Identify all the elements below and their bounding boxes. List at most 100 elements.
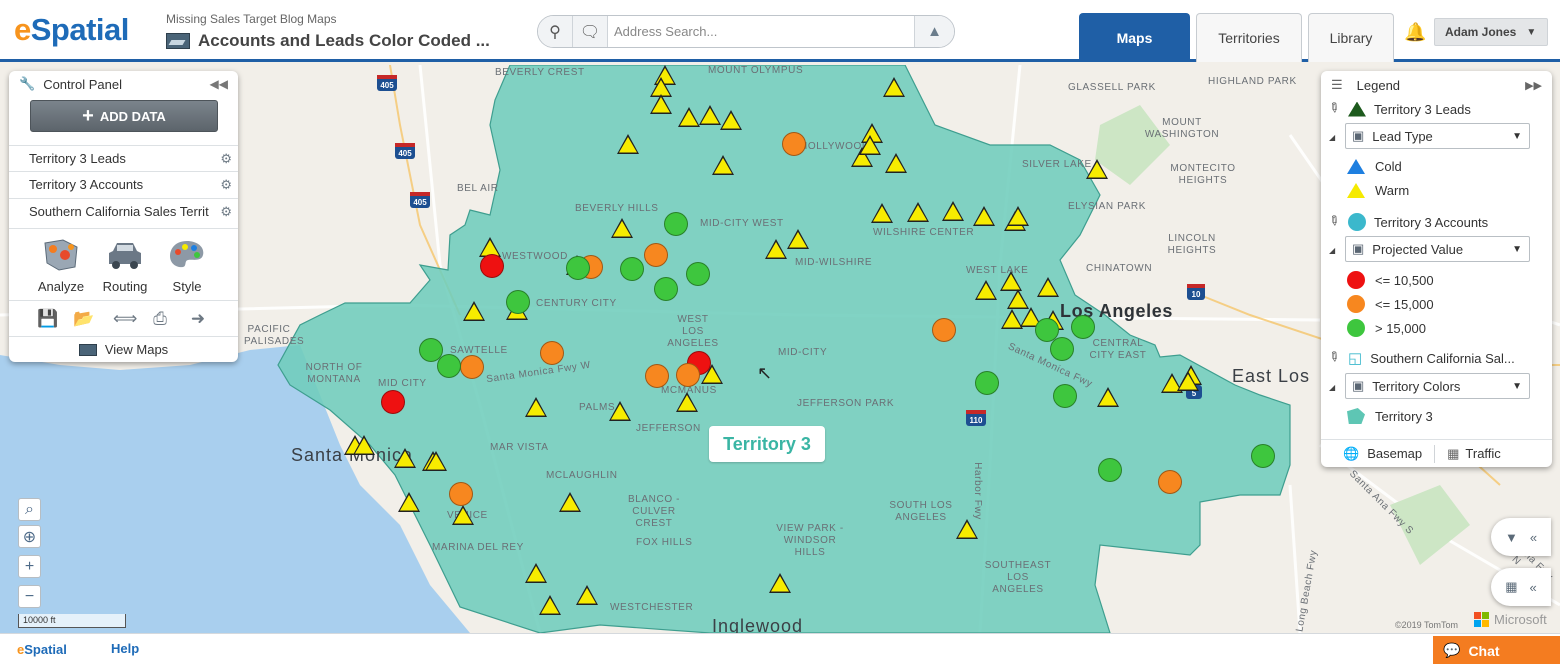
user-menu[interactable]: Adam Jones ▼ [1434, 18, 1548, 46]
place-label: MOUNT OLYMPUS [708, 65, 804, 76]
collapse-legend-icon[interactable]: ▶▶ [1525, 80, 1542, 92]
legend-layer-row[interactable]: ✎ Territory 3 Leads [1321, 98, 1552, 119]
place-label: GLASSELL PARK [1068, 82, 1156, 93]
save-icon[interactable]: 💾 [37, 309, 59, 328]
lead-type-select[interactable]: ▣ Lead Type ▼ [1345, 123, 1530, 149]
tab-maps[interactable]: Maps [1079, 13, 1190, 62]
paintbrush-icon[interactable]: ✎ [1325, 98, 1344, 117]
orange-circle-icon [1347, 295, 1365, 313]
add-comment-icon[interactable]: 🗨 [573, 16, 608, 47]
basemap-button[interactable]: Basemap [1367, 446, 1423, 461]
red-circle-icon [1347, 271, 1365, 289]
map-canvas[interactable]: 405 405 405 10 110 5 BEVERLY CREST MOUNT… [0, 65, 1560, 633]
account-marker[interactable] [540, 341, 564, 365]
account-marker[interactable] [664, 212, 688, 236]
collapse-triangle-icon[interactable]: ◢ [1329, 246, 1336, 255]
zoom-box-icon[interactable]: ⌕ [18, 498, 41, 521]
territory-3-polygon[interactable] [277, 65, 1291, 633]
legend-item-mid: <= 15,000 [1347, 295, 1434, 313]
print-icon[interactable]: ⎙ [153, 309, 167, 328]
control-panel-header: 🔧 Control Panel ◀◀ [19, 76, 228, 92]
traffic-button[interactable]: Traffic [1465, 446, 1501, 461]
account-marker[interactable] [686, 262, 710, 286]
tab-territories[interactable]: Territories [1196, 13, 1302, 62]
svg-text:110: 110 [970, 416, 983, 425]
address-search-input[interactable] [608, 16, 914, 47]
paintbrush-icon[interactable]: ✎ [1325, 211, 1344, 230]
tool-bar: Analyze Routing Style [9, 228, 238, 300]
account-marker[interactable] [1050, 337, 1074, 361]
account-marker[interactable] [460, 355, 484, 379]
add-location-pin-icon[interactable]: ⚲ [538, 16, 573, 47]
microsoft-logo: Microsoft [1474, 612, 1547, 627]
data-grid-panel-button[interactable]: ▦ « [1491, 568, 1551, 606]
account-marker[interactable] [381, 390, 405, 414]
account-marker[interactable] [620, 257, 644, 281]
notification-bell-icon[interactable]: 🔔 [1404, 22, 1427, 42]
routing-tool[interactable]: Routing [95, 237, 155, 294]
layer-settings-gear-icon[interactable]: ⚙ [220, 204, 232, 219]
zoom-out-button[interactable]: − [18, 585, 41, 608]
account-marker[interactable] [480, 254, 504, 278]
account-marker[interactable] [676, 363, 700, 387]
open-folder-icon[interactable]: 📂 [73, 309, 95, 328]
account-marker[interactable] [1251, 444, 1275, 468]
map-title[interactable]: Accounts and Leads Color Coded ... [166, 31, 490, 51]
highway-shield-405: 405 [410, 192, 430, 208]
account-marker[interactable] [437, 354, 461, 378]
share-icon[interactable]: ⟺ [113, 309, 138, 328]
layer-item[interactable]: Territory 3 Leads ⚙ [9, 145, 238, 171]
account-marker[interactable] [1158, 470, 1182, 494]
account-marker[interactable] [782, 132, 806, 156]
account-marker[interactable] [1053, 384, 1077, 408]
tab-library[interactable]: Library [1308, 13, 1394, 62]
chevron-down-icon: ▼ [1526, 26, 1537, 38]
account-marker[interactable] [932, 318, 956, 342]
place-label: PALMS [579, 402, 616, 413]
collapse-panel-icon[interactable]: ◀◀ [209, 77, 228, 91]
blue-triangle-icon [1347, 159, 1365, 174]
account-marker[interactable] [449, 482, 473, 506]
list-icon: ☰ [1331, 77, 1343, 92]
terrain-layer-icon[interactable]: ▲ [914, 16, 954, 47]
add-data-button[interactable]: + ADD DATA [30, 100, 218, 132]
collapse-triangle-icon[interactable]: ◢ [1329, 383, 1336, 392]
help-link[interactable]: Help [111, 641, 140, 656]
account-marker[interactable] [566, 256, 590, 280]
place-label: MID-CITY [778, 347, 828, 358]
layer-item[interactable]: Territory 3 Accounts ⚙ [9, 171, 238, 197]
account-marker[interactable] [644, 243, 668, 267]
locate-me-icon[interactable]: ⊕ [18, 525, 41, 548]
zoom-in-button[interactable]: + [18, 555, 41, 578]
account-marker[interactable] [654, 277, 678, 301]
filter-panel-button[interactable]: ▼ « [1491, 518, 1551, 556]
export-icon[interactable]: ➜ [190, 309, 206, 328]
view-maps-button[interactable]: View Maps [9, 336, 238, 362]
paintbrush-icon[interactable]: ✎ [1325, 347, 1344, 366]
layer-item[interactable]: Southern California Sales Territ ⚙ [9, 198, 238, 224]
territory-colors-select[interactable]: ▣ Territory Colors ▼ [1345, 373, 1530, 399]
place-label: MARINA DEL REY [432, 542, 524, 553]
app-footer: eSpatial Help 💬 Chat [0, 633, 1560, 664]
highway-shield-405: 405 [395, 143, 415, 159]
territory-label[interactable]: Territory 3 [709, 426, 825, 462]
account-marker[interactable] [645, 364, 669, 388]
legend-layer-row[interactable]: ✎ Territory 3 Accounts [1321, 211, 1552, 232]
layer-settings-gear-icon[interactable]: ⚙ [220, 151, 232, 166]
analyze-tool[interactable]: Analyze [31, 237, 91, 294]
collapse-triangle-icon[interactable]: ◢ [1329, 133, 1336, 142]
style-tool[interactable]: Style [157, 237, 217, 294]
layer-settings-gear-icon[interactable]: ⚙ [220, 177, 232, 192]
legend-item-cold: Cold [1347, 159, 1402, 174]
legend-layer-row[interactable]: ✎ ◱ Southern California Sal... [1325, 347, 1515, 367]
chat-button[interactable]: 💬 Chat [1433, 636, 1560, 664]
account-marker[interactable] [1071, 315, 1095, 339]
espatial-logo[interactable]: eSpatial [14, 12, 129, 47]
account-marker[interactable] [975, 371, 999, 395]
app-header: eSpatial Missing Sales Target Blog Maps … [0, 0, 1560, 62]
projected-value-select[interactable]: ▣ Projected Value ▼ [1345, 236, 1530, 262]
account-marker[interactable] [1035, 318, 1059, 342]
footer-logo[interactable]: eSpatial [17, 642, 67, 657]
account-marker[interactable] [1098, 458, 1122, 482]
account-marker[interactable] [506, 290, 530, 314]
